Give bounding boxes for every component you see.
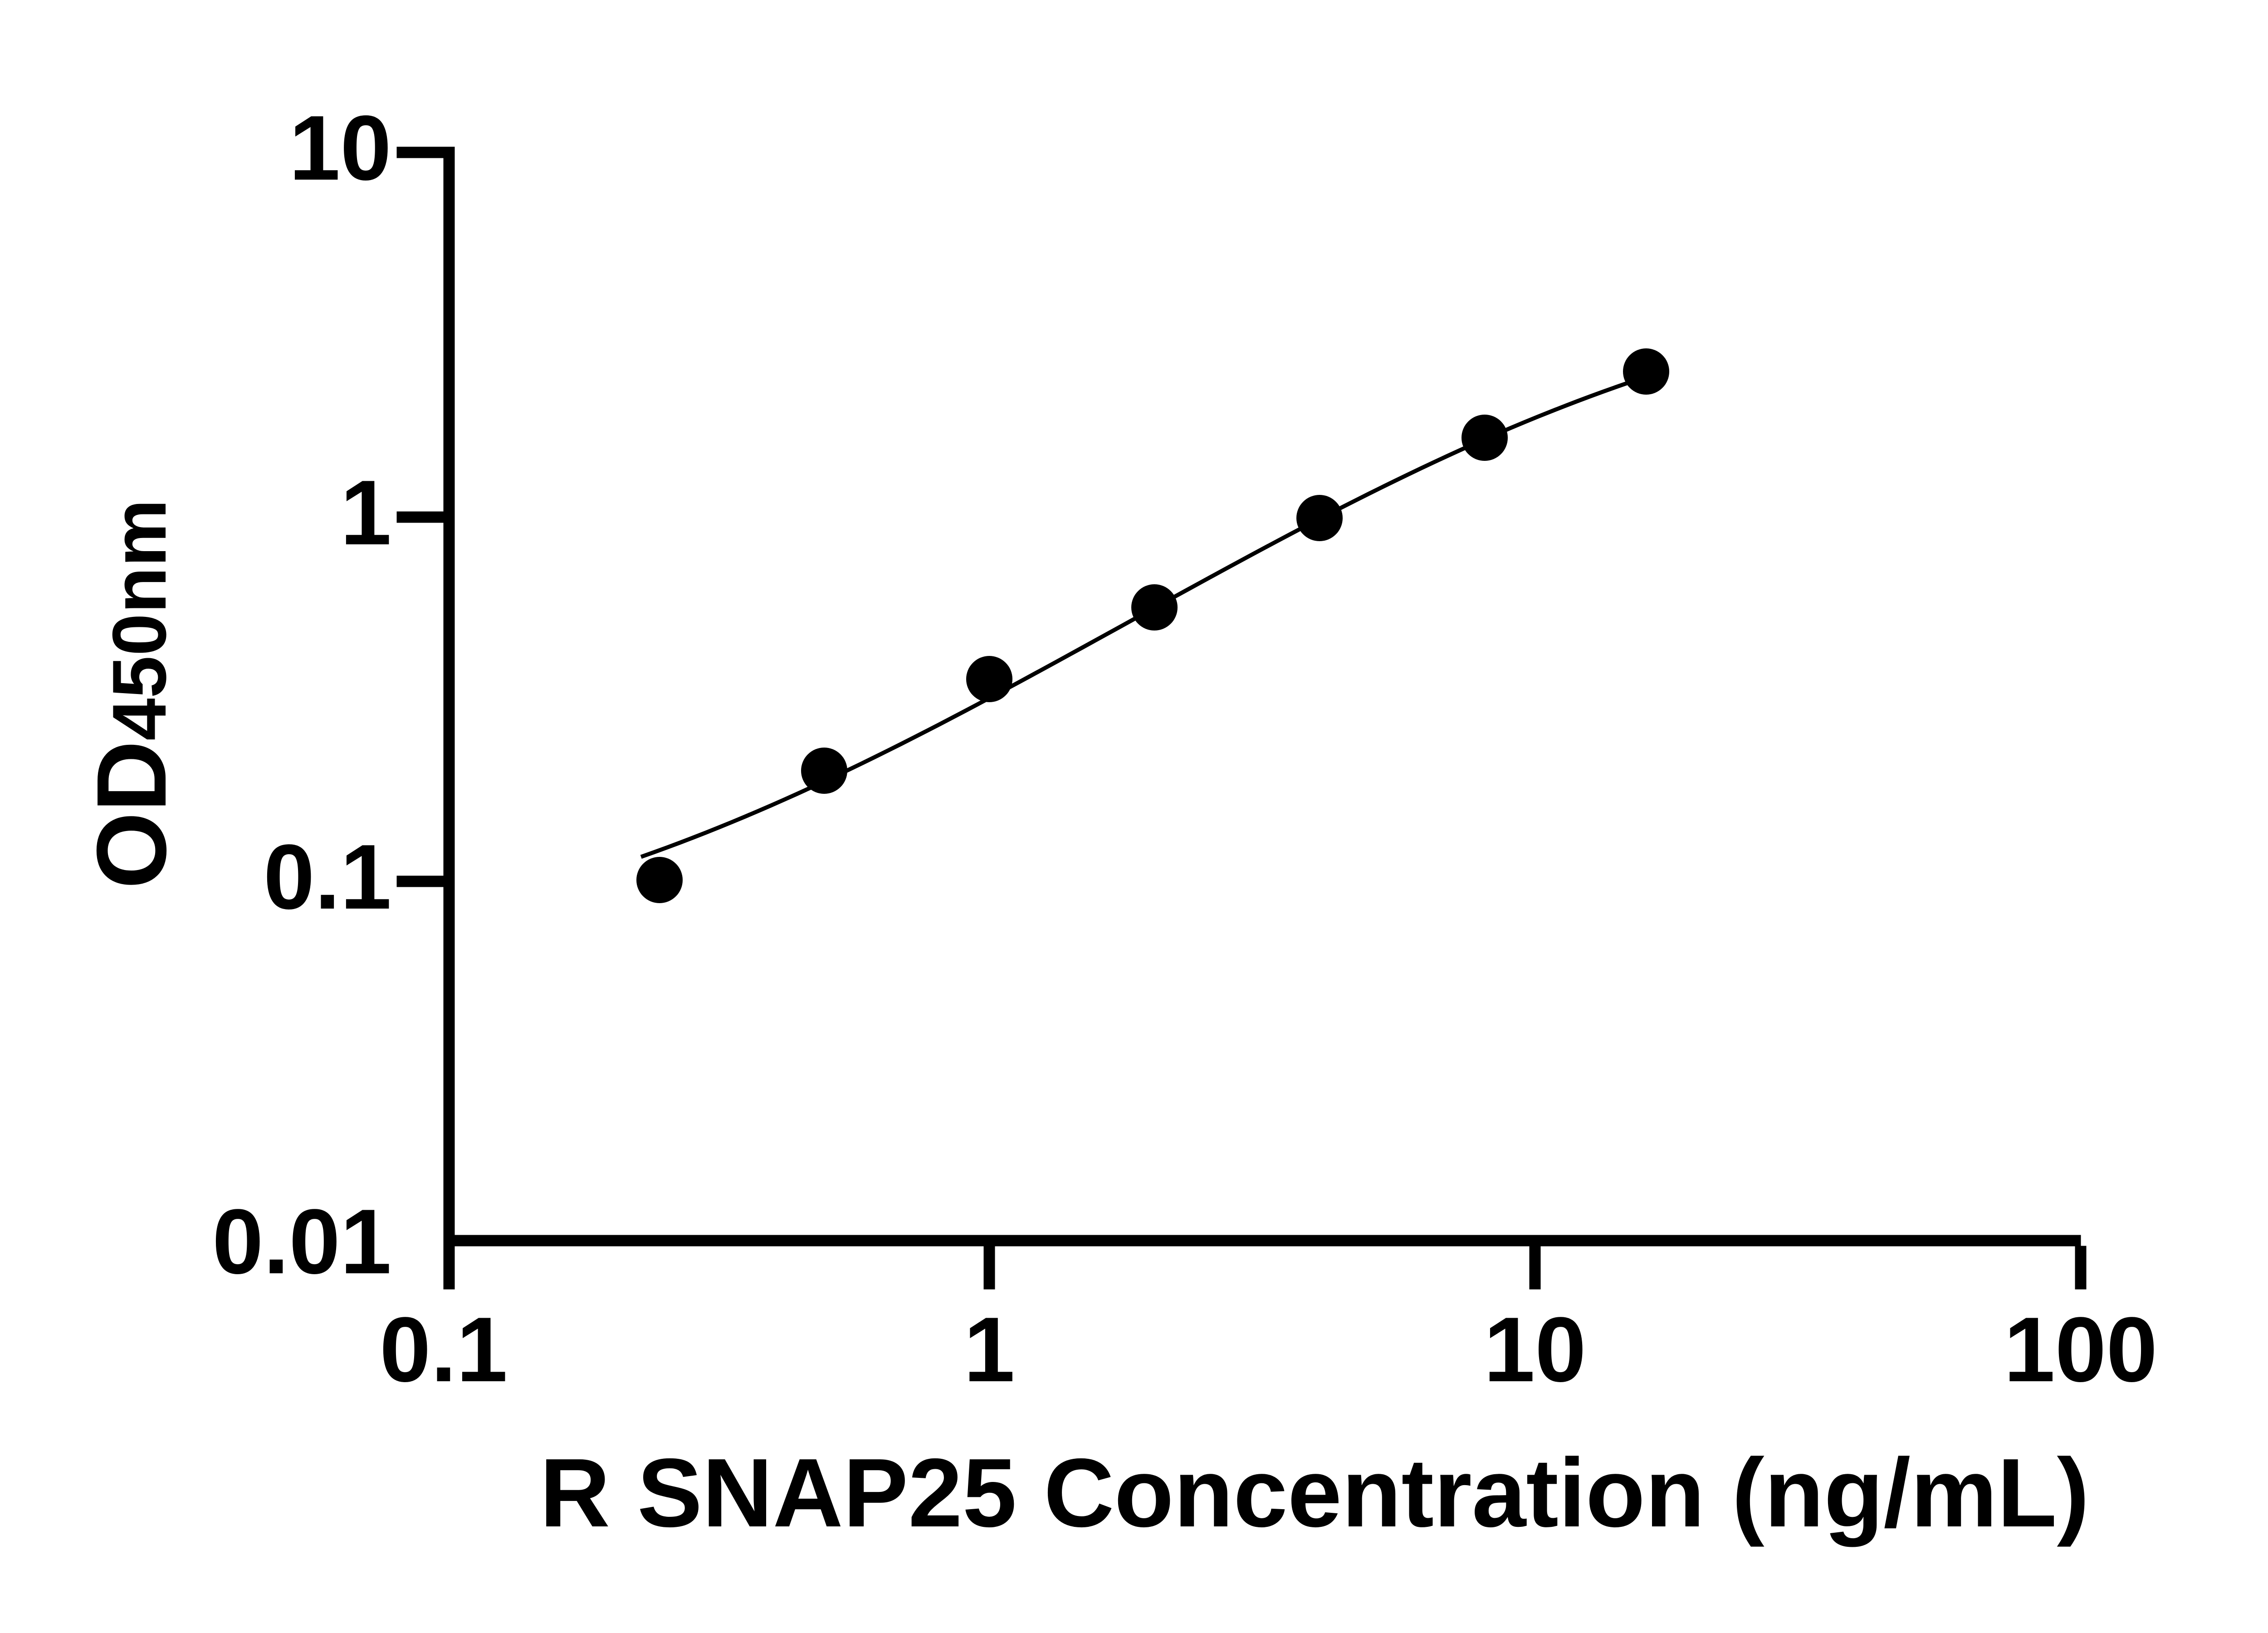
svg-text:0.01: 0.01 xyxy=(212,1190,391,1293)
svg-text:1: 1 xyxy=(964,1298,1015,1401)
svg-text:0.1: 0.1 xyxy=(380,1298,508,1401)
svg-text:0.1: 0.1 xyxy=(264,826,391,929)
svg-text:100: 100 xyxy=(2004,1298,2158,1401)
svg-text:1: 1 xyxy=(340,461,391,564)
svg-text:10: 10 xyxy=(289,97,391,200)
svg-text:R SNAP25 Concentration (ng/mL): R SNAP25 Concentration (ng/mL) xyxy=(540,1438,2089,1547)
svg-text:10: 10 xyxy=(1484,1298,1586,1401)
